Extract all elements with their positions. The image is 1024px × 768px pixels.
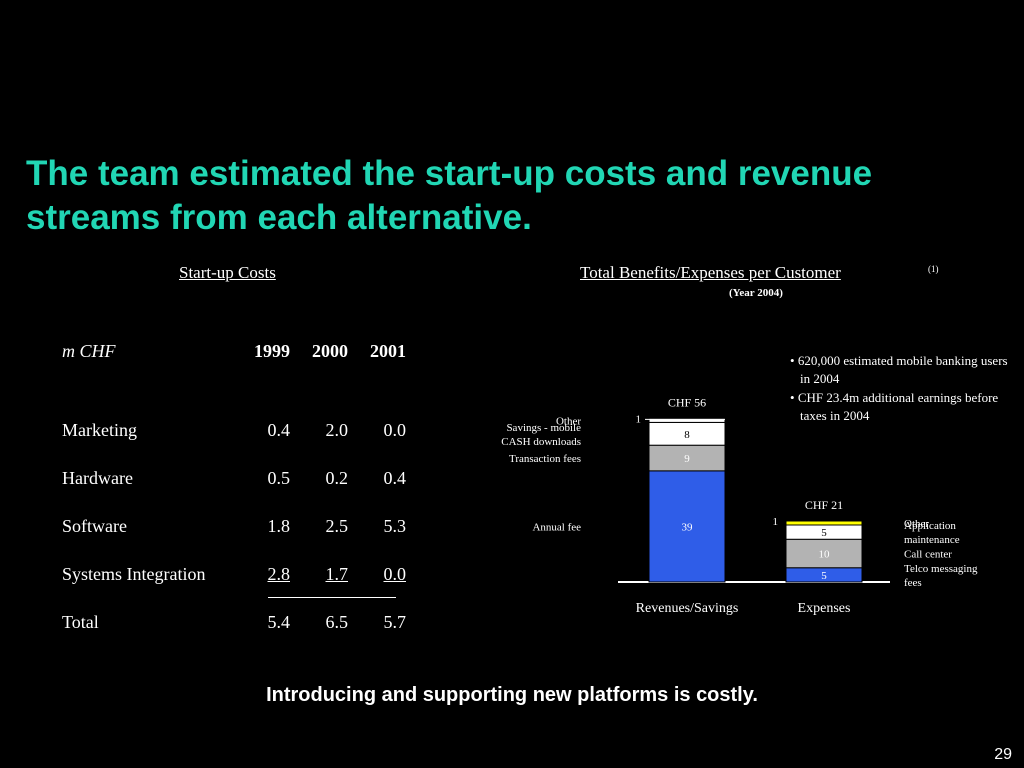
table-header-row: m CHF 1999 2000 2001: [56, 336, 412, 366]
segment-label: Call center: [904, 549, 952, 561]
table-row: Hardware 0.5 0.2 0.4: [56, 454, 412, 502]
row-label: Total: [62, 611, 99, 632]
bullet-text: 620,000 estimated mobile banking users i…: [797, 353, 1008, 386]
cell-value: 0.5: [267, 467, 291, 488]
chart-plot: 39 Annual fee 9 Transaction fees 8 Savings - …: [501, 395, 978, 616]
data-label: 5: [821, 527, 827, 539]
bar-segment: [648, 470, 726, 583]
bar-segment: [648, 417, 726, 423]
unit-label: m CHF: [62, 340, 116, 361]
startup-costs-heading: Start-up Costs: [179, 263, 276, 282]
row-label: Hardware: [62, 467, 133, 488]
segment-label: maintenance: [904, 534, 960, 546]
year-header: 2000: [312, 340, 348, 361]
total-label: CHF 21: [805, 498, 843, 512]
segment-label: fees: [904, 577, 922, 589]
conclusion-text: Introducing and supporting new platforms…: [266, 684, 758, 706]
data-label: 5: [821, 570, 827, 582]
cell-value: 2.5: [325, 515, 349, 536]
total-value: 6.5: [325, 611, 349, 632]
year-header: 1999: [254, 340, 290, 361]
stacked-bar-chart: 39 Annual fee 9 Transaction fees 8 Savings - …: [501, 395, 978, 616]
year-header: 2001: [370, 340, 406, 361]
page-number: 29: [994, 746, 1012, 763]
segment-label: Other: [904, 518, 929, 530]
table-row: Systems Integration 2.8 1.7 0.0: [56, 550, 412, 598]
data-label: 8: [684, 429, 690, 441]
cell-value: 0.2: [325, 467, 349, 488]
segment-label: Application: [904, 520, 956, 532]
category-label: Revenues/Savings: [636, 601, 739, 616]
startup-costs-table: m CHF 1999 2000 2001 Marketing 0.4 2.0 0…: [56, 336, 412, 646]
row-label: Marketing: [62, 419, 137, 440]
bullet-item: • 620,000 estimated mobile banking users…: [790, 353, 1008, 386]
segment-label: Other: [556, 415, 581, 427]
slide-title: The team estimated the start-up costs an…: [26, 154, 873, 237]
row-label: Systems Integration: [62, 563, 206, 584]
footnote-mark: (1): [928, 264, 939, 274]
spacer-row: [56, 366, 412, 406]
cell-value: 5.3: [383, 515, 407, 536]
bullet-item: • CHF 23.4m additional earnings before t…: [790, 390, 999, 423]
data-label: 1: [636, 413, 642, 425]
bullet-text: CHF 23.4m additional earnings before tax…: [797, 390, 999, 423]
cell-value: 2.0: [325, 419, 349, 440]
segment-label: Savings - mobile: [506, 422, 581, 434]
total-divider: [268, 597, 396, 598]
cell-value: 0.4: [383, 467, 407, 488]
total-label: CHF 56: [668, 395, 706, 409]
data-label: 1: [773, 516, 779, 528]
cell-value: 1.7: [325, 563, 349, 584]
cell-value: 0.0: [383, 563, 407, 584]
category-label: Expenses: [798, 601, 851, 616]
cell-value: 0.4: [267, 419, 291, 440]
data-label: 9: [684, 453, 690, 465]
key-facts-list: • 620,000 estimated mobile banking users…: [790, 352, 1020, 426]
cell-value: 2.8: [267, 563, 291, 584]
segment-label: Telco messaging: [904, 563, 978, 575]
row-label: Software: [62, 515, 127, 536]
total-value: 5.7: [383, 611, 407, 632]
data-label: 39: [682, 521, 694, 533]
data-label: 10: [819, 549, 831, 561]
benefits-chart-heading: Total Benefits/Expenses per Customer: [580, 263, 841, 282]
total-value: 5.4: [267, 611, 291, 632]
chart-subheading: (Year 2004): [729, 287, 783, 299]
segment-label: CASH downloads: [501, 436, 581, 448]
cell-value: 0.0: [383, 419, 407, 440]
segment-label: Annual fee: [532, 521, 581, 533]
cell-value: 1.8: [267, 515, 291, 536]
segment-label: Transaction fees: [509, 453, 581, 465]
bar-segment: [785, 520, 863, 526]
total-row: Total 5.4 6.5 5.7: [56, 598, 412, 646]
table-row: Marketing 0.4 2.0 0.0: [56, 406, 412, 454]
table-row: Software 1.8 2.5 5.3: [56, 502, 412, 550]
